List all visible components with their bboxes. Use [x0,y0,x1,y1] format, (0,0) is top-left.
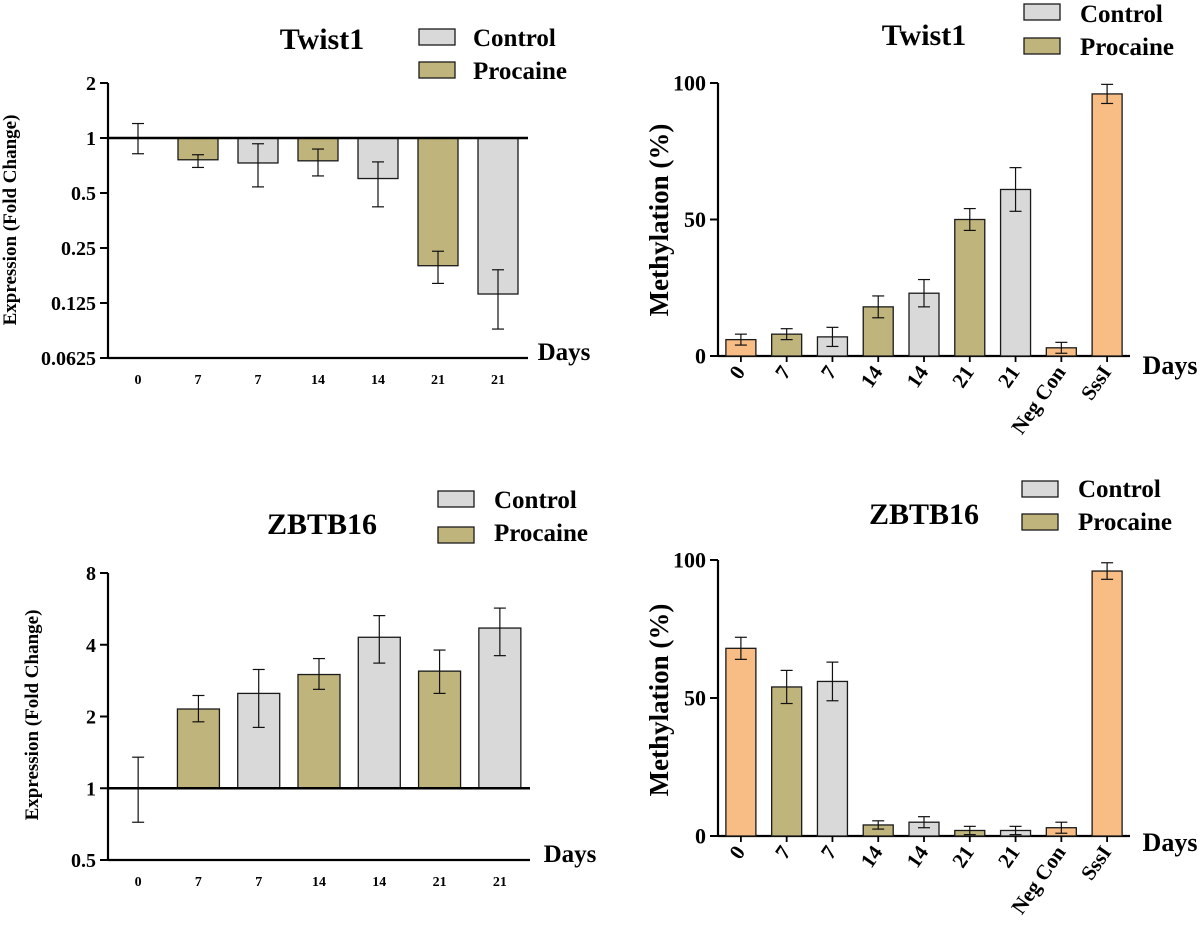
x-tick-label: 14 [371,373,385,388]
bar [725,647,757,837]
y-tick-label: 100 [673,548,706,573]
bar [816,680,849,837]
y-axis-label: Expression (Fold Change) [0,115,21,326]
x-tick-label: 7 [255,373,262,388]
y-tick-label: 50 [684,207,706,232]
legend-swatch-procaine [418,61,456,79]
x-axis-label: Days [538,339,591,366]
y-tick-label: 0.25 [61,238,96,260]
x-tick-label: 14 [901,361,933,392]
y-tick-label: 2 [86,707,96,729]
bar [954,218,986,357]
legend-label-control: Control [473,25,556,52]
y-axis-label: Methylation (%) [644,124,674,317]
y-tick-label: 100 [673,71,706,96]
y-tick-label: 50 [684,686,706,711]
chart-title: Twist1 [882,19,966,52]
legend-swatch-procaine [1021,513,1059,531]
y-tick-label: 0 [695,344,706,369]
y-tick-label: 8 [86,563,96,585]
y-tick-label: 0 [695,824,706,849]
legend-label-control: Control [494,487,577,514]
chart-title: ZBTB16 [869,498,979,531]
legend-swatch-control [418,28,456,46]
legend: Control Procaine [1023,1,1174,61]
legend-label-control: Control [1080,1,1163,28]
bar [1091,570,1123,837]
x-tick-label: 0 [135,875,142,890]
x-tick-label: 7 [816,841,842,863]
chart-title: Twist1 [280,23,364,56]
x-tick-label: 7 [770,361,796,383]
x-tick-label: 7 [255,875,262,890]
y-tick-label: 4 [86,635,96,657]
legend-swatch-control [437,490,475,508]
y-tick-label: 0.5 [71,183,96,205]
y-tick-label: 0.5 [71,850,96,872]
x-tick-label: 0 [724,361,750,383]
x-tick-label: 7 [770,841,796,863]
legend-label-procaine: Procaine [1078,509,1172,536]
legend: Control Procaine [437,487,588,547]
x-tick-label: 14 [312,875,326,890]
x-tick-label: 7 [195,875,202,890]
x-tick-label: 14 [311,373,325,388]
y-tick-label: 1 [86,128,96,150]
x-tick-label: 21 [993,841,1025,872]
bar [297,673,341,789]
legend-swatch-procaine [437,526,475,544]
y-tick-label: 2 [86,73,96,95]
x-tick-label: 21 [947,841,979,872]
legend-label-procaine: Procaine [1080,34,1174,61]
x-tick-label: 14 [372,875,386,890]
x-axis-label: Days [544,841,597,868]
x-tick-label: 0 [724,841,750,863]
bar [1091,93,1123,357]
bar [771,686,803,837]
legend: Control Procaine [418,25,567,85]
y-axis-label: Methylation (%) [644,604,674,797]
x-tick-label: 21 [993,361,1025,392]
x-tick-label: 21 [947,361,979,392]
x-tick-label: SssI [1076,361,1116,404]
x-tick-label: SssI [1076,841,1116,884]
x-tick-label: 7 [816,361,842,383]
x-tick-label: 7 [195,373,202,388]
legend-swatch-control [1021,480,1059,498]
x-axis-label: Days [1143,828,1198,857]
legend-swatch-control [1023,3,1061,21]
x-tick-label: 21 [431,373,445,388]
y-axis-label: Expression (Fold Change) [22,610,43,821]
x-tick-label: 21 [433,875,447,890]
bar [417,137,459,267]
x-tick-label: 14 [856,361,888,392]
x-tick-label: 14 [856,841,888,872]
legend: Control Procaine [1021,476,1172,536]
legend-label-control: Control [1078,476,1161,503]
x-tick-label: 21 [493,875,507,890]
y-tick-label: 0.125 [51,293,96,315]
x-tick-label: 21 [491,373,505,388]
legend-label-procaine: Procaine [473,58,567,85]
y-tick-label: 1 [86,778,96,800]
x-tick-label: 14 [901,841,933,872]
legend-label-procaine: Procaine [494,520,588,547]
y-tick-label: 0.0625 [41,348,96,370]
legend-swatch-procaine [1023,37,1061,55]
chart-title: ZBTB16 [267,508,377,541]
bar [999,188,1032,357]
x-axis-label: Days [1143,351,1198,380]
x-tick-label: 0 [135,373,142,388]
